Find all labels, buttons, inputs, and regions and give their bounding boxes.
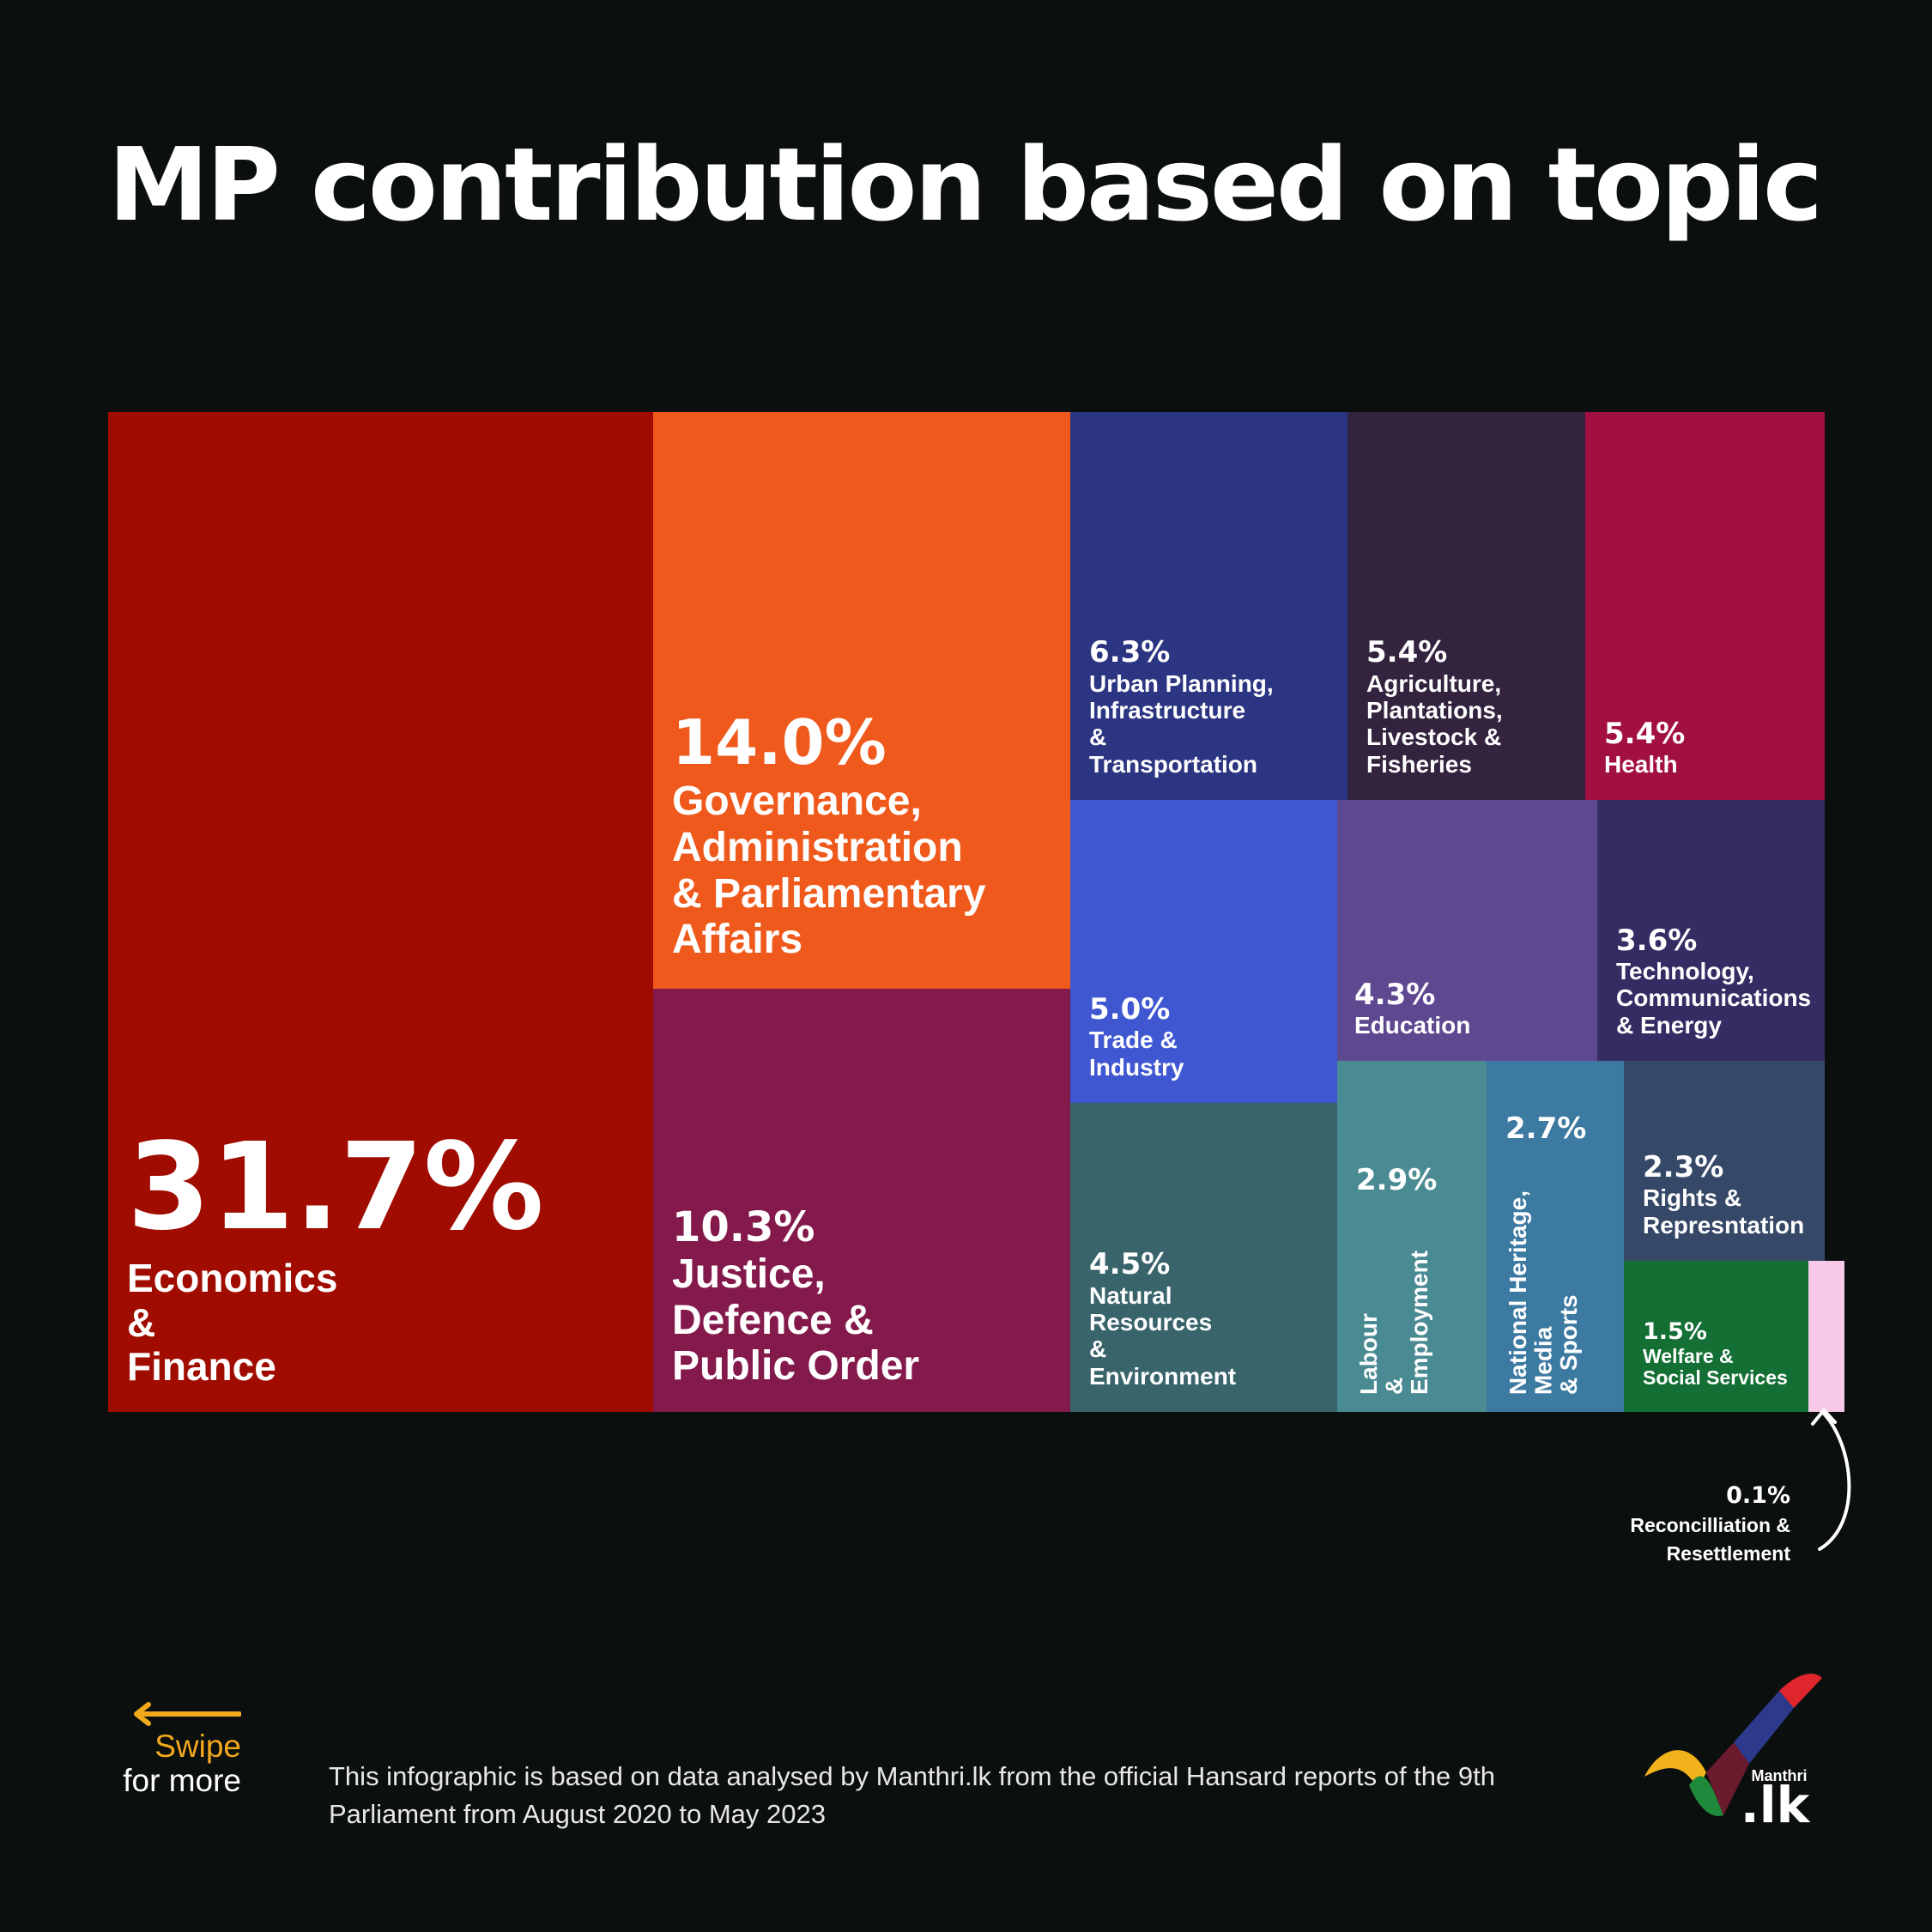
tile-label-econ: Economics & Finance bbox=[127, 1256, 338, 1390]
tile-label-natres: Natural Resources & Environment bbox=[1089, 1281, 1237, 1390]
swipe-sublabel: for more bbox=[123, 1763, 241, 1798]
treemap-tile-recon bbox=[1808, 1261, 1844, 1412]
callout-reconciliation: 0.1% Reconcilliation & Resettlement bbox=[1630, 1481, 1790, 1568]
treemap-tile-labour: 2.9% Labour & Employment bbox=[1337, 1061, 1487, 1412]
tile-label-agri: Agriculture, Plantations, Livestock & Fi… bbox=[1366, 669, 1503, 778]
treemap-tile-tech: 3.6% Technology, Communications & Energy bbox=[1597, 800, 1825, 1061]
tile-percent-gov: 14.0% bbox=[672, 706, 887, 779]
tile-label-heritage: National Heritage, Media & Sports bbox=[1505, 1190, 1582, 1395]
swipe-label: Swipe bbox=[154, 1729, 241, 1764]
treemap-tile-agri: 5.4% Agriculture, Plantations, Livestock … bbox=[1348, 412, 1585, 800]
treemap-tile-welfare: 1.5% Welfare & Social Services bbox=[1624, 1261, 1808, 1412]
treemap-tile-justice: 10.3% Justice, Defence & Public Order bbox=[653, 989, 1070, 1412]
arrow-left-icon bbox=[134, 1702, 241, 1726]
treemap-tile-gov: 14.0% Governance, Administration & Parlia… bbox=[653, 412, 1070, 989]
tile-label-labour: Labour & Employment bbox=[1355, 1250, 1432, 1395]
tile-label-welfare: Welfare & Social Services bbox=[1643, 1344, 1788, 1390]
treemap-tile-edu: 4.3% Education bbox=[1337, 800, 1597, 1061]
tile-percent-labour: 2.9% bbox=[1356, 1163, 1438, 1197]
tile-percent-natres: 4.5% bbox=[1089, 1247, 1171, 1282]
tile-label-justice: Justice, Defence & Public Order bbox=[672, 1251, 920, 1390]
tile-percent-heritage: 2.7% bbox=[1505, 1111, 1587, 1146]
treemap-tile-econ: 31.7% Economics & Finance bbox=[108, 412, 653, 1412]
tile-percent-justice: 10.3% bbox=[672, 1202, 815, 1251]
tile-label-gov: Governance, Administration & Parliamenta… bbox=[672, 778, 986, 963]
treemap-tile-urban: 6.3% Urban Planning, Infrastructure & Tra… bbox=[1070, 412, 1348, 800]
tile-percent-econ: 31.7% bbox=[127, 1117, 544, 1258]
tile-label-urban: Urban Planning, Infrastructure & Transpo… bbox=[1089, 669, 1274, 778]
tile-label-rights: Rights & Represntation bbox=[1643, 1184, 1805, 1239]
page-title: MP contribution based on topic bbox=[108, 125, 1823, 244]
manthri-logo: Manthri .lk bbox=[1644, 1674, 1822, 1828]
callout-percent: 0.1% bbox=[1726, 1482, 1790, 1509]
source-footnote: This infographic is based on data analys… bbox=[329, 1761, 1495, 1829]
tile-label-edu: Education bbox=[1354, 1011, 1471, 1039]
callout-label: Reconcilliation & Resettlement bbox=[1630, 1514, 1790, 1565]
tile-percent-agri: 5.4% bbox=[1366, 635, 1448, 670]
callout-arrow-icon bbox=[1811, 1408, 1851, 1551]
treemap-tile-rights: 2.3% Rights & Represntation bbox=[1624, 1061, 1825, 1261]
logo-small-text: Manthri bbox=[1752, 1767, 1808, 1784]
tile-percent-urban: 6.3% bbox=[1089, 635, 1171, 670]
tile-percent-health: 5.4% bbox=[1604, 716, 1686, 751]
treemap-tile-health: 5.4% Health bbox=[1585, 412, 1825, 800]
logo-big-text: .lk bbox=[1741, 1776, 1811, 1828]
tile-percent-tech: 3.6% bbox=[1616, 923, 1698, 958]
tile-percent-welfare: 1.5% bbox=[1643, 1318, 1707, 1346]
treemap-chart: 31.7% Economics & Finance 14.0% Governance,… bbox=[108, 412, 1844, 1412]
treemap-tile-natres: 4.5% Natural Resources & Environment bbox=[1070, 1103, 1337, 1412]
tile-label-tech: Technology, Communications & Energy bbox=[1616, 957, 1812, 1039]
treemap-tile-trade: 5.0% Trade & Industry bbox=[1070, 800, 1337, 1103]
tile-label-trade: Trade & Industry bbox=[1089, 1027, 1184, 1081]
tile-percent-trade: 5.0% bbox=[1089, 992, 1171, 1027]
treemap-tile-heritage: 2.7% National Heritage, Media & Sports bbox=[1487, 1061, 1624, 1412]
swipe-hint[interactable]: Swipe for more bbox=[108, 1702, 241, 1798]
tile-percent-edu: 4.3% bbox=[1354, 977, 1436, 1012]
tile-percent-rights: 2.3% bbox=[1643, 1150, 1724, 1185]
tile-label-health: Health bbox=[1604, 750, 1678, 778]
